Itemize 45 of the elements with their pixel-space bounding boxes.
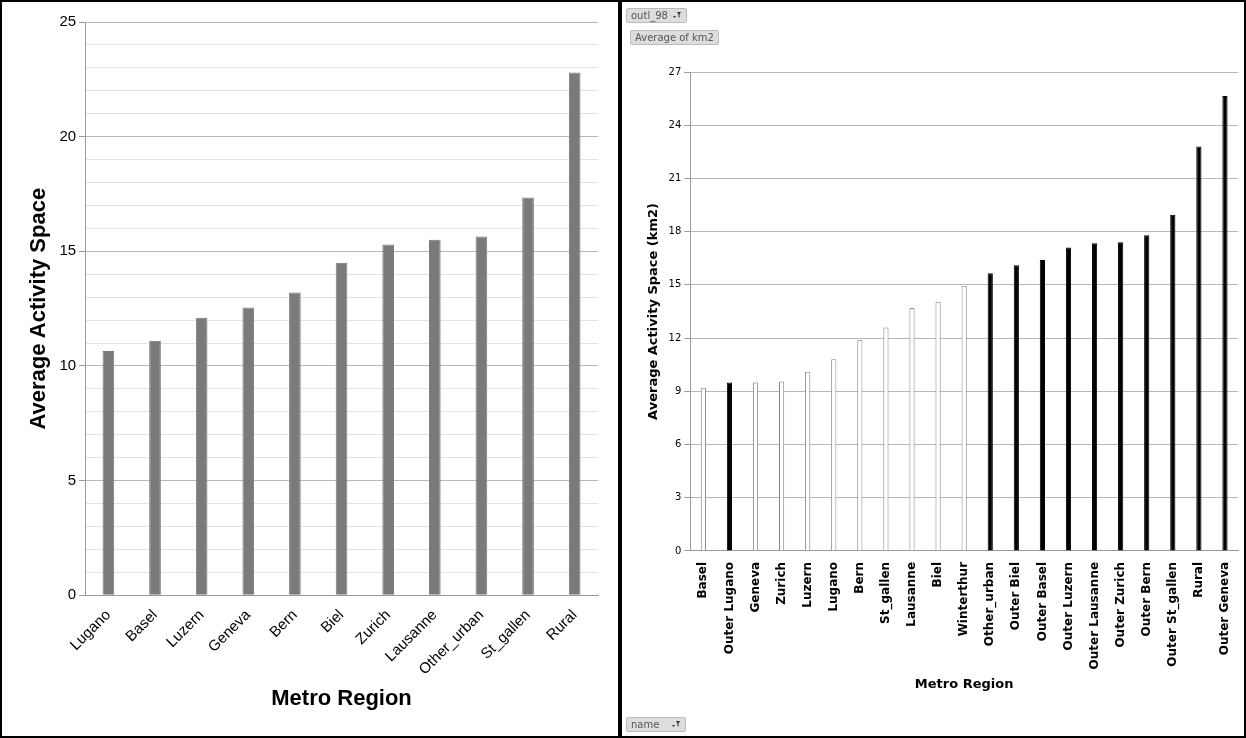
x-tick-label: Biel — [930, 561, 945, 588]
x-tick-label: Basel — [695, 561, 710, 599]
y-tick-label: 21 — [668, 172, 682, 184]
y-tick-label: 0 — [67, 585, 77, 603]
x-tick-label: Outer Zurich — [1112, 561, 1127, 648]
y-tick-label: 24 — [668, 118, 682, 130]
y-tick-label: 15 — [668, 278, 682, 290]
y-tick-label: 0 — [674, 544, 682, 556]
x-tick-label: Other_urban — [982, 561, 998, 647]
x-tick-label: Rural — [1191, 561, 1206, 598]
y-tick-label: 5 — [67, 470, 77, 488]
y-tick-label: 12 — [668, 331, 682, 343]
y-tick-label: 27 — [668, 65, 682, 77]
x-axis-title: Metro Region — [914, 675, 1014, 691]
x-tick-label: Geneva — [747, 561, 762, 613]
x-tick-label: Zurich — [773, 561, 788, 605]
x-tick-label: Winterthur — [956, 561, 971, 637]
y-tick-label: 9 — [674, 384, 682, 396]
text: Average of km2 — [635, 32, 714, 43]
x-tick-label: Outer St_gallen — [1164, 561, 1180, 667]
text: name — [631, 719, 660, 730]
x-tick-label: Luzern — [799, 561, 814, 608]
y-tick-label: 15 — [59, 241, 77, 259]
x-tick-label: Outer Biel — [1008, 561, 1023, 631]
y-tick-label: 25 — [59, 12, 77, 30]
x-tick-label: Lugano — [825, 561, 840, 612]
y-tick-label: 10 — [59, 356, 77, 374]
x-tick-label: Outer Luzern — [1060, 561, 1075, 651]
x-axis-title: Metro Region — [271, 684, 412, 710]
y-tick-label: 3 — [674, 491, 682, 503]
x-tick-label: St_gallen — [878, 561, 894, 624]
x-tick-label: Outer Bern — [1138, 561, 1153, 637]
x-tick-label: Outer Geneva — [1217, 561, 1232, 656]
x-tick-label: Outer Lausanne — [1086, 561, 1101, 670]
y-tick-label: 18 — [668, 225, 682, 237]
x-tick-label: Outer Basel — [1034, 561, 1049, 642]
x-tick-label: Lausanne — [904, 561, 919, 627]
y-axis-title: Average Activity Space — [25, 187, 51, 430]
x-tick-label: Outer Lugano — [721, 561, 736, 655]
x-tick-label: Bern — [851, 561, 866, 594]
x-tick-label: Biel — [316, 605, 347, 636]
y-axis-title: Average Activity Space (km2) — [645, 203, 661, 420]
y-tick-label: 20 — [59, 126, 77, 144]
y-tick-label: 6 — [674, 438, 682, 450]
text: outl_98 — [631, 10, 668, 21]
